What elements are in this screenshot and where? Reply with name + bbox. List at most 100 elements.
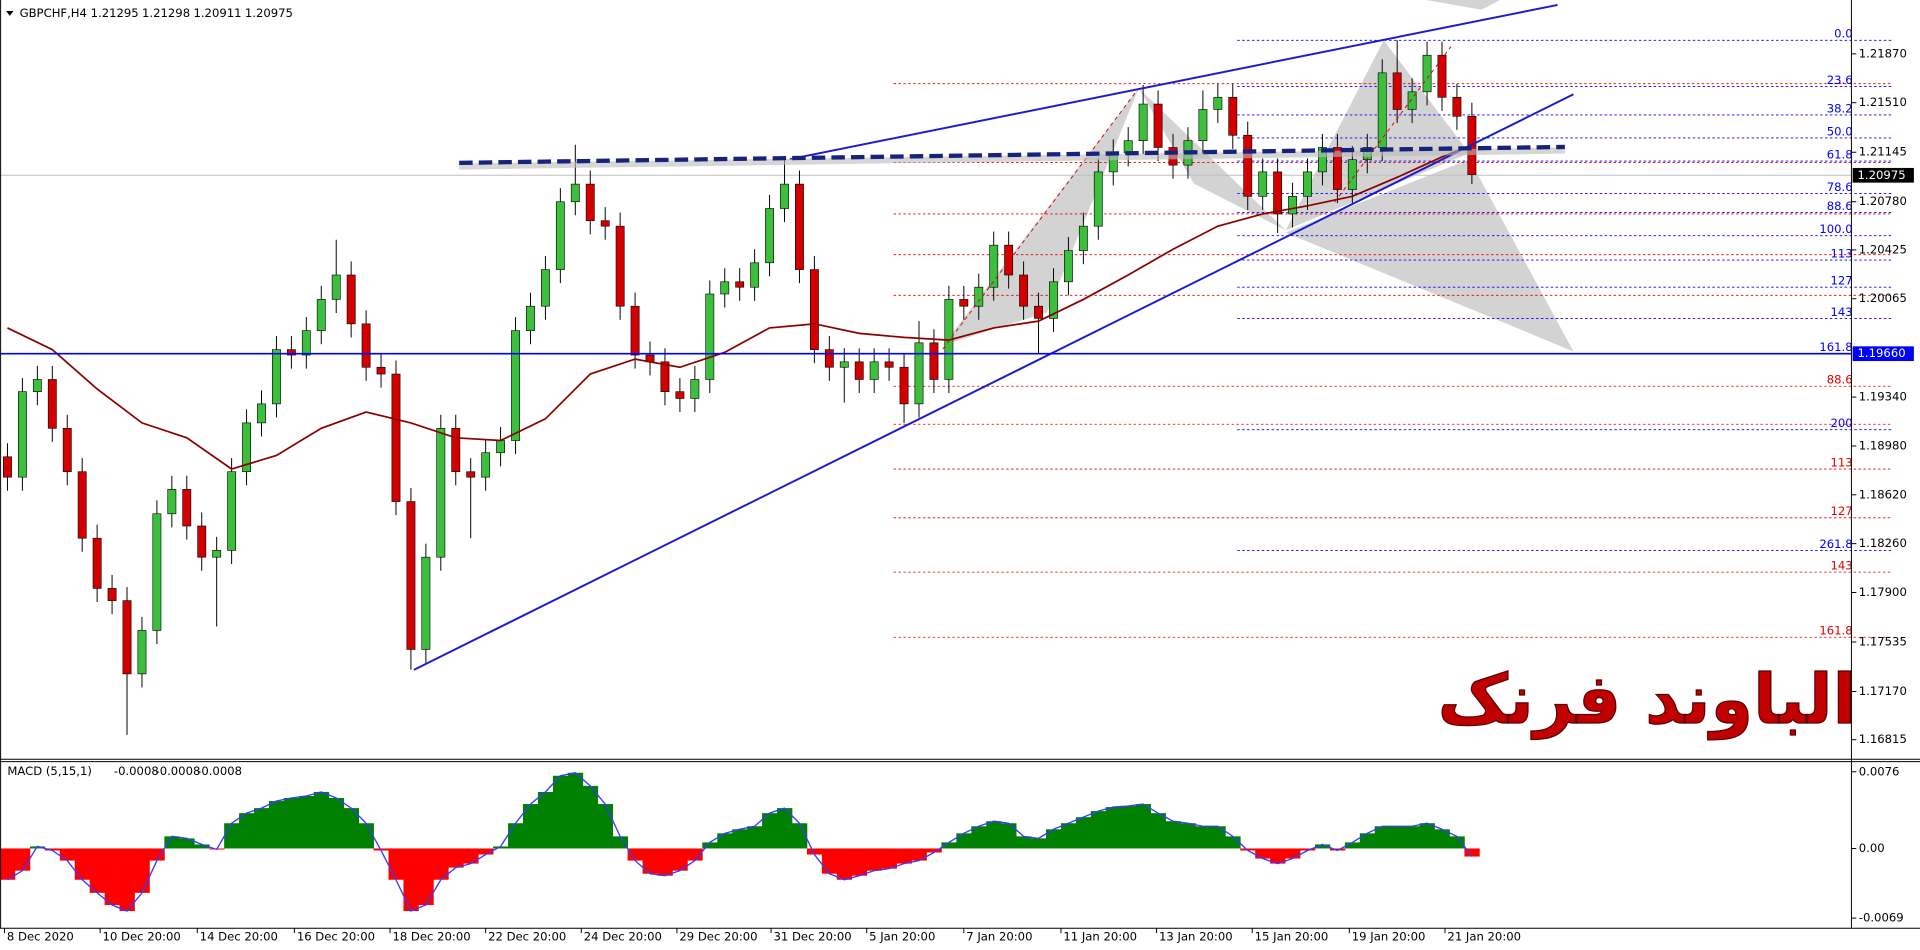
x-tick-label: 13 Jan 20:00 [1159, 929, 1233, 943]
candle-body [272, 349, 281, 405]
fib-label: 161.8 [1819, 340, 1852, 354]
x-tick-label: 31 Dec 20:00 [774, 929, 852, 943]
macd-bar [732, 829, 748, 849]
macd-bar [687, 848, 703, 861]
macd-bar [1150, 813, 1166, 849]
fib-label: 143 [1830, 559, 1852, 573]
x-tick-label: 10 Dec 20:00 [103, 929, 181, 943]
y-tick-label: 1.20780 [1859, 194, 1907, 208]
y-tick-label: 1.18620 [1859, 487, 1907, 501]
macd-bar [1046, 829, 1062, 849]
candle-body [1377, 72, 1387, 148]
candle-body [301, 330, 311, 356]
candle-body [1243, 134, 1253, 197]
macd-bar [672, 848, 688, 871]
macd-signal [7, 772, 1473, 912]
fib-label: 261.8 [1819, 537, 1852, 551]
macd-bar [1105, 807, 1122, 849]
fib-label: 127 [1830, 504, 1852, 518]
candle-body [1347, 159, 1357, 190]
macd-bar [1180, 823, 1196, 849]
candle-body [884, 361, 894, 368]
macd-bar [388, 848, 404, 880]
macd-bar [44, 848, 61, 851]
macd-bar [89, 848, 105, 893]
candle-body [137, 630, 147, 675]
candle-body [3, 456, 12, 478]
candle-body [32, 379, 42, 392]
pattern-triangle [1426, 0, 1500, 10]
fib-label: 88.6 [1827, 199, 1853, 213]
menu-arrow[interactable] [6, 11, 14, 16]
candle-body [1138, 103, 1148, 141]
candle-body [839, 361, 849, 368]
candle-body [346, 274, 356, 325]
macd-bar [1270, 848, 1286, 864]
candle-body [630, 305, 640, 356]
candle-body [1452, 96, 1462, 117]
macd-bar [313, 791, 330, 849]
trendline-shadow [459, 147, 1565, 170]
macd-bar [59, 848, 76, 861]
fib-label: 61.8 [1827, 147, 1853, 161]
candle-body [1318, 147, 1327, 173]
candle-body [1303, 171, 1312, 197]
candle-body [466, 471, 476, 478]
candle-body [77, 471, 87, 539]
y-tick-label: 1.17900 [1859, 585, 1907, 599]
macd-bar [866, 848, 883, 871]
macd-bar [1090, 811, 1107, 849]
candle-body [1019, 274, 1029, 307]
candle-body [1153, 103, 1163, 148]
candle-body [720, 281, 730, 295]
candle-body [660, 361, 670, 392]
x-tick-label: 22 Dec 20:00 [488, 929, 566, 943]
macd-bar [1449, 836, 1465, 849]
macd-bar [1329, 848, 1346, 851]
fib-label: 113 [1830, 246, 1852, 260]
macd-bar [896, 848, 912, 864]
candle-body [62, 428, 72, 473]
candle-body [1332, 147, 1342, 190]
candle-body [17, 391, 27, 478]
candle-body [541, 269, 550, 307]
candle-body [780, 183, 789, 209]
y-tick-label: 1.20065 [1859, 291, 1907, 305]
macd-bar [821, 848, 838, 874]
macd-bar [254, 808, 270, 849]
candle-body [1437, 54, 1447, 98]
candle-body [585, 183, 595, 222]
macd-bar [1285, 848, 1301, 859]
candle-body [869, 361, 879, 380]
candle-body [242, 422, 251, 473]
candle-body [406, 501, 416, 650]
macd-bar [552, 775, 569, 849]
y-tick-label: 1.16815 [1859, 732, 1907, 746]
y-tick-label: 1.17170 [1859, 684, 1907, 698]
macd-title: MACD (5,15,1) [7, 764, 92, 778]
macd-bar [627, 848, 643, 861]
level-tag-label: 1.19660 [1858, 346, 1906, 360]
candle-body [511, 330, 520, 441]
candle-body [600, 220, 610, 227]
candle-body [1392, 72, 1402, 110]
candle-body [824, 349, 834, 368]
candle-body [1004, 244, 1014, 276]
candle-body [795, 183, 804, 270]
fib-label: 88.6 [1827, 373, 1853, 387]
macd-bar [1120, 806, 1137, 849]
x-tick-label: 15 Jan 20:00 [1255, 929, 1329, 943]
trendline [789, 3, 1558, 161]
fib-label: 200 [1830, 416, 1852, 430]
candle-body [47, 379, 57, 429]
macd-bar [358, 823, 374, 849]
candle-body [361, 323, 371, 368]
fib-label: 38.2 [1827, 101, 1853, 115]
macd-bar [1060, 823, 1077, 849]
candle-body [436, 428, 446, 558]
moving-average [7, 143, 1473, 470]
candle-body [959, 299, 969, 307]
candle-body [914, 342, 924, 405]
macd-bar [403, 848, 419, 912]
